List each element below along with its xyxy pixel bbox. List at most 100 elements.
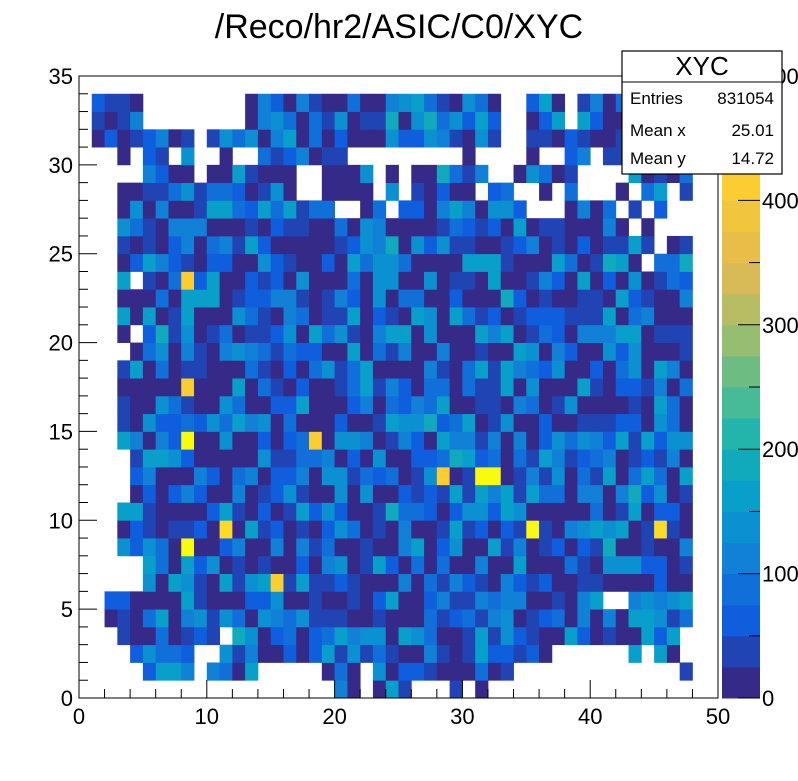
heatmap-cell: [117, 538, 131, 557]
heatmap-cell: [526, 644, 540, 663]
heatmap-cell: [462, 271, 476, 290]
heatmap-cell: [130, 129, 144, 148]
heatmap-cell: [168, 395, 182, 415]
heatmap-cell: [641, 449, 655, 468]
heatmap-cell: [257, 235, 272, 255]
heatmap-cell: [117, 129, 131, 148]
heatmap-cell: [194, 609, 208, 628]
heatmap-cell: [168, 591, 182, 610]
heatmap-cell: [206, 538, 220, 557]
heatmap-cell: [436, 609, 451, 628]
heatmap-cell: [155, 378, 169, 397]
heatmap-cell: [91, 111, 105, 130]
heatmap-cell: [245, 466, 259, 486]
heatmap-cell: [347, 626, 361, 646]
heatmap-cell: [449, 235, 463, 255]
heatmap-cell: [334, 449, 348, 468]
heatmap-cell: [436, 111, 451, 130]
heatmap-cell: [296, 431, 310, 450]
heatmap-cell: [385, 484, 399, 503]
heatmap-cell: [360, 129, 374, 148]
heatmap-cell: [296, 200, 310, 219]
heatmap-cell: [168, 626, 182, 646]
heatmap-cell: [194, 307, 208, 326]
heatmap-cell: [551, 360, 566, 379]
heatmap-cell: [513, 449, 527, 468]
heatmap-cell: [206, 324, 220, 343]
heatmap-cell: [130, 609, 144, 628]
heatmap-cell: [360, 591, 374, 610]
heatmap-cell: [206, 271, 220, 290]
heatmap-cell: [283, 449, 297, 468]
heatmap-cell: [283, 271, 297, 290]
heatmap-cell: [602, 502, 617, 521]
heatmap-cell: [309, 644, 323, 663]
heatmap-cell: [577, 307, 591, 326]
heatmap-cell: [219, 413, 233, 432]
heatmap-cell: [232, 342, 246, 361]
heatmap-cell: [411, 520, 425, 539]
heatmap-cell: [436, 182, 451, 201]
heatmap-cell: [142, 342, 157, 361]
heatmap-cell: [168, 520, 182, 539]
heatmap-cell: [462, 538, 476, 557]
heatmap-cell: [347, 111, 361, 130]
heatmap-cell: [551, 378, 566, 397]
heatmap-cell: [436, 129, 451, 148]
heatmap-cell: [194, 502, 208, 521]
heatmap-cell: [270, 235, 284, 255]
heatmap-cell: [436, 538, 451, 557]
heatmap-cell: [206, 520, 220, 539]
heatmap-cell: [666, 484, 681, 503]
heatmap-cell: [296, 555, 310, 574]
heatmap-cell: [577, 147, 591, 166]
heatmap-cell: [411, 218, 425, 237]
heatmap-cell: [270, 164, 284, 184]
colorbar-segment: [722, 511, 760, 543]
heatmap-cell: [334, 466, 348, 486]
heatmap-cell: [257, 484, 272, 503]
heatmap-cell: [91, 93, 105, 112]
heatmap-cell: [257, 307, 272, 326]
heatmap-cell: [526, 520, 540, 539]
heatmap-cell: [360, 555, 374, 574]
heatmap-cell: [130, 502, 144, 521]
heatmap-cell: [539, 289, 553, 308]
heatmap-cell: [181, 307, 195, 326]
heatmap-cell: [232, 413, 246, 432]
stats-box-name: XYC: [675, 51, 728, 81]
heatmap-cell: [539, 520, 553, 539]
heatmap-cell: [372, 609, 387, 628]
heatmap-cell: [424, 307, 438, 326]
heatmap-cell: [321, 413, 335, 432]
heatmap-cell: [539, 93, 553, 112]
heatmap-cell: [142, 395, 157, 415]
heatmap-cell: [602, 466, 617, 486]
heatmap-cell: [321, 147, 335, 166]
heatmap-cell: [487, 449, 502, 468]
heatmap-cell: [500, 520, 514, 539]
heatmap-cell: [462, 591, 476, 610]
heatmap-cell: [334, 573, 348, 592]
heatmap-cell: [666, 289, 681, 308]
heatmap-cell: [564, 147, 578, 166]
heatmap-cell: [513, 360, 527, 379]
heatmap-cell: [526, 502, 540, 521]
heatmap-cell: [513, 502, 527, 521]
heatmap-cell: [539, 360, 553, 379]
heatmap-cell: [462, 573, 476, 592]
heatmap-cell: [117, 289, 131, 308]
heatmap-cell: [564, 235, 578, 255]
heatmap-cell: [117, 413, 131, 432]
heatmap-cell: [654, 520, 668, 539]
heatmap-cell: [219, 502, 233, 521]
heatmap-cell: [475, 360, 489, 379]
heatmap-cell: [168, 182, 182, 201]
heatmap-cell: [424, 538, 438, 557]
heatmap-cell: [104, 591, 118, 610]
heatmap-cell: [181, 662, 195, 681]
heatmap-cell: [270, 360, 284, 379]
heatmap-cell: [462, 555, 476, 574]
heatmap-cell: [462, 307, 476, 326]
heatmap-cell: [181, 413, 195, 432]
